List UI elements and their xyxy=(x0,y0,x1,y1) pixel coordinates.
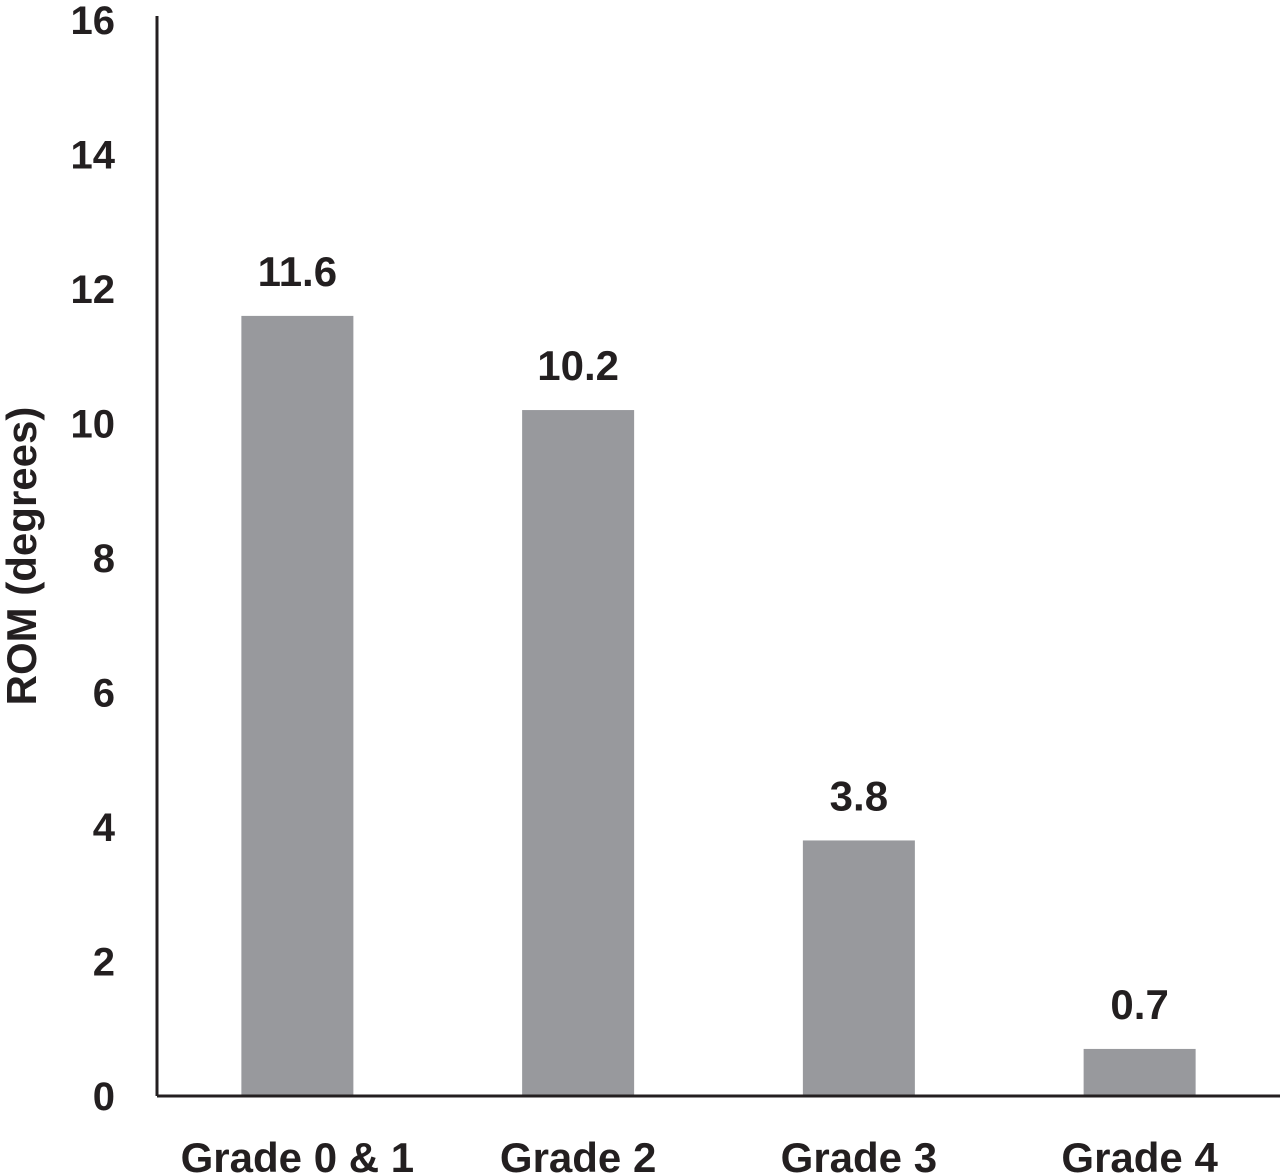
bar-value-label: 11.6 xyxy=(258,248,337,295)
y-tick-label: 14 xyxy=(71,134,116,178)
bar xyxy=(802,840,915,1096)
bar xyxy=(1083,1048,1196,1096)
data-labels: 11.6 10.2 3.8 0.7 xyxy=(258,248,1169,1028)
y-tick-label: 0 xyxy=(93,1075,115,1119)
y-tick-label: 6 xyxy=(93,672,115,716)
bar-value-label: 0.7 xyxy=(1110,981,1168,1028)
x-axis-category-labels: Grade 0 & 1 Grade 2 Grade 3 Grade 4 xyxy=(181,1134,1219,1176)
bar xyxy=(522,410,635,1096)
bar-value-label: 3.8 xyxy=(830,772,888,819)
y-tick-label: 2 xyxy=(93,941,115,985)
bars xyxy=(241,315,1196,1096)
y-axis-ticks: 0 2 4 6 8 10 12 14 16 xyxy=(71,0,116,1119)
y-tick-label: 10 xyxy=(71,403,116,447)
y-tick-label: 4 xyxy=(93,806,116,850)
bar xyxy=(241,315,354,1096)
category-label: Grade 0 & 1 xyxy=(181,1134,414,1176)
category-label: Grade 3 xyxy=(781,1134,937,1176)
y-axis-title: ROM (degrees) xyxy=(0,407,45,706)
category-label: Grade 4 xyxy=(1061,1134,1218,1176)
y-tick-label: 8 xyxy=(93,537,115,581)
category-label: Grade 2 xyxy=(500,1134,656,1176)
bar-value-label: 10.2 xyxy=(537,342,619,389)
y-tick-label: 12 xyxy=(71,268,116,312)
y-tick-label: 16 xyxy=(71,0,116,43)
